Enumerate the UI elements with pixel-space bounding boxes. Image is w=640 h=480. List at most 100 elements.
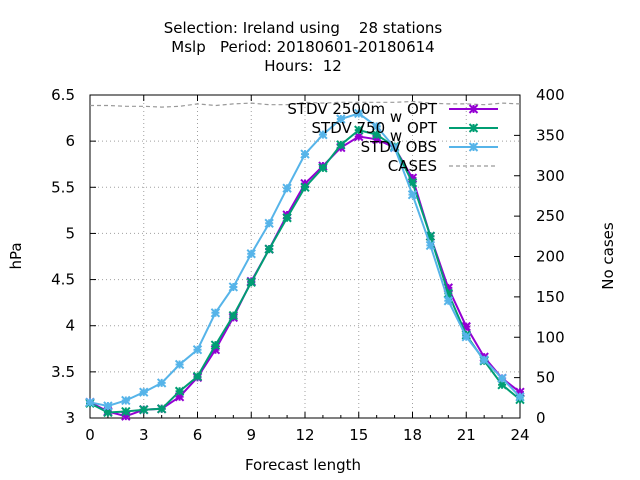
data-point: [371, 129, 382, 140]
y2-tick-label: 0: [536, 409, 546, 427]
data-point: [85, 397, 95, 408]
series: [85, 100, 525, 421]
data-point: [228, 282, 239, 292]
data-point: [468, 123, 479, 133]
y-axis-label: hPa: [7, 242, 25, 269]
y2-tick-label: 250: [536, 207, 565, 225]
data-point: [282, 183, 292, 193]
data-point: [318, 129, 328, 140]
y2-tick-label: 350: [536, 126, 565, 144]
legend-subscript: w: [385, 127, 402, 145]
data-point: [468, 104, 479, 114]
data-point: [121, 411, 131, 421]
y2-tick-label: 300: [536, 167, 565, 185]
data-point: [461, 332, 471, 342]
data-point: [156, 404, 167, 414]
data-point: [425, 231, 436, 241]
data-point: [264, 244, 274, 254]
data-point: [264, 218, 274, 228]
data-point: [210, 340, 221, 350]
data-point: [407, 173, 418, 183]
y2-tick-label: 50: [536, 369, 555, 387]
data-point: [461, 321, 471, 332]
data-point: [174, 386, 185, 396]
y-tick-label: 5.5: [51, 178, 75, 196]
chart-title-line-2: Mslp Period: 20180601-20180614: [171, 38, 434, 56]
data-point: [354, 108, 364, 119]
y2-tick-label: 200: [536, 248, 565, 266]
data-point: [156, 378, 167, 388]
legend-subscript: w: [385, 108, 402, 126]
series-line-3: [90, 100, 521, 108]
legend-suffix: OPT: [402, 100, 438, 118]
data-point: [497, 373, 507, 384]
x-tick-label: 18: [403, 426, 422, 444]
y2-axis-label: No cases: [599, 222, 617, 290]
y-tick-label: 3.5: [51, 363, 75, 381]
x-tick-label: 21: [457, 426, 476, 444]
data-point: [282, 213, 292, 223]
data-point: [443, 283, 454, 293]
data-point: [210, 345, 221, 355]
chart-title-line-1: Selection: Ireland using 28 stations: [164, 19, 443, 37]
x-tick-label: 24: [510, 426, 529, 444]
y-tick-label: 4.5: [51, 271, 75, 289]
data-point: [354, 125, 364, 135]
data-point: [497, 380, 507, 390]
y-tick-label: 3: [65, 409, 75, 427]
y-tick-label: 6.5: [51, 86, 75, 104]
data-point: [174, 359, 185, 370]
x-tick-label: 15: [349, 426, 368, 444]
data-point: [192, 345, 203, 355]
data-point: [210, 308, 221, 318]
data-point: [246, 249, 256, 259]
data-point: [300, 182, 310, 192]
data-point: [228, 310, 239, 321]
x-tick-label: 6: [193, 426, 203, 444]
chart-title-line-3: Hours: 12: [264, 57, 342, 75]
data-point: [121, 395, 131, 406]
data-point: [354, 131, 364, 142]
data-point: [121, 406, 131, 417]
data-point: [479, 355, 489, 365]
legend-suffix: OPT: [402, 119, 438, 137]
data-point: [139, 404, 149, 415]
legend-label-2: STDV OBS: [361, 138, 437, 156]
x-tick-label: 9: [246, 426, 256, 444]
y-tick-label: 4: [65, 317, 75, 335]
data-point: [336, 140, 346, 150]
data-point: [174, 392, 185, 402]
data-point: [246, 277, 256, 288]
data-point: [515, 387, 525, 397]
series-markers-2: [85, 108, 525, 411]
axes: 0 3 6 9 12 15 18 21 2433.544.555.566.50501001502…: [51, 86, 565, 444]
data-point: [103, 407, 113, 418]
data-point: [443, 296, 454, 306]
data-point: [336, 114, 346, 124]
data-point: [443, 288, 454, 299]
x-axis-label: Forecast length: [245, 456, 361, 474]
data-point: [371, 134, 382, 145]
x-tick-label: 3: [139, 426, 149, 444]
y2-tick-label: 100: [536, 328, 565, 346]
data-point: [192, 371, 203, 382]
y2-tick-label: 150: [536, 288, 565, 306]
data-point: [371, 121, 382, 132]
data-point: [318, 163, 328, 173]
legend-label-3: CASES: [388, 157, 437, 175]
x-tick-label: 12: [295, 426, 314, 444]
y-tick-label: 5: [65, 224, 75, 242]
data-point: [389, 142, 400, 153]
data-point: [103, 401, 113, 411]
data-point: [407, 177, 418, 188]
data-point: [468, 142, 479, 152]
data-point: [425, 240, 436, 251]
y-tick-label: 6: [65, 132, 75, 150]
data-point: [300, 149, 310, 159]
x-tick-label: 0: [85, 426, 95, 444]
data-point: [139, 387, 149, 397]
data-point: [407, 189, 418, 200]
y2-tick-label: 400: [536, 86, 565, 104]
